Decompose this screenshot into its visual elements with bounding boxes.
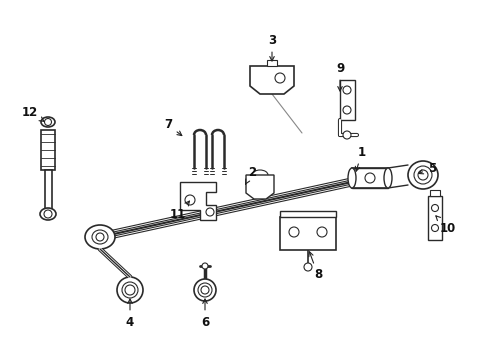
Circle shape <box>202 263 208 269</box>
Polygon shape <box>180 182 216 220</box>
Ellipse shape <box>194 279 216 301</box>
Circle shape <box>201 286 209 294</box>
Circle shape <box>185 195 195 205</box>
Circle shape <box>45 118 51 126</box>
Circle shape <box>125 285 135 295</box>
Polygon shape <box>246 175 274 199</box>
Circle shape <box>418 170 428 180</box>
Bar <box>41 130 55 170</box>
Circle shape <box>304 263 312 271</box>
Circle shape <box>317 227 327 237</box>
Text: 6: 6 <box>201 299 209 328</box>
Circle shape <box>206 208 214 216</box>
Text: 12: 12 <box>22 105 44 121</box>
Text: 3: 3 <box>268 33 276 61</box>
Ellipse shape <box>414 166 432 184</box>
Text: 5: 5 <box>419 162 436 175</box>
Text: 2: 2 <box>245 166 256 184</box>
Circle shape <box>96 233 104 241</box>
Text: 9: 9 <box>336 62 344 91</box>
Ellipse shape <box>85 225 115 249</box>
Circle shape <box>44 210 52 218</box>
Circle shape <box>343 86 351 94</box>
Polygon shape <box>250 66 294 94</box>
Text: 8: 8 <box>309 252 322 282</box>
Text: 10: 10 <box>436 216 456 234</box>
Bar <box>280 211 336 217</box>
Polygon shape <box>340 80 355 120</box>
Bar <box>352 168 388 188</box>
Circle shape <box>289 227 299 237</box>
Text: 11: 11 <box>170 201 190 221</box>
Ellipse shape <box>198 283 212 297</box>
Ellipse shape <box>40 208 56 220</box>
Polygon shape <box>280 217 336 250</box>
Text: 4: 4 <box>126 299 134 328</box>
Text: 1: 1 <box>355 145 366 171</box>
Ellipse shape <box>41 117 55 127</box>
Circle shape <box>343 131 351 139</box>
Ellipse shape <box>384 168 392 188</box>
Ellipse shape <box>122 282 138 298</box>
Circle shape <box>275 73 285 83</box>
Bar <box>45 170 51 210</box>
Circle shape <box>432 204 439 211</box>
Circle shape <box>365 173 375 183</box>
Ellipse shape <box>92 230 108 244</box>
Polygon shape <box>430 190 440 196</box>
Ellipse shape <box>408 161 438 189</box>
Polygon shape <box>428 196 442 240</box>
Ellipse shape <box>348 168 356 188</box>
Circle shape <box>343 106 351 114</box>
Text: 7: 7 <box>164 118 182 136</box>
Bar <box>267 60 277 66</box>
Ellipse shape <box>117 277 143 303</box>
Circle shape <box>432 225 439 231</box>
